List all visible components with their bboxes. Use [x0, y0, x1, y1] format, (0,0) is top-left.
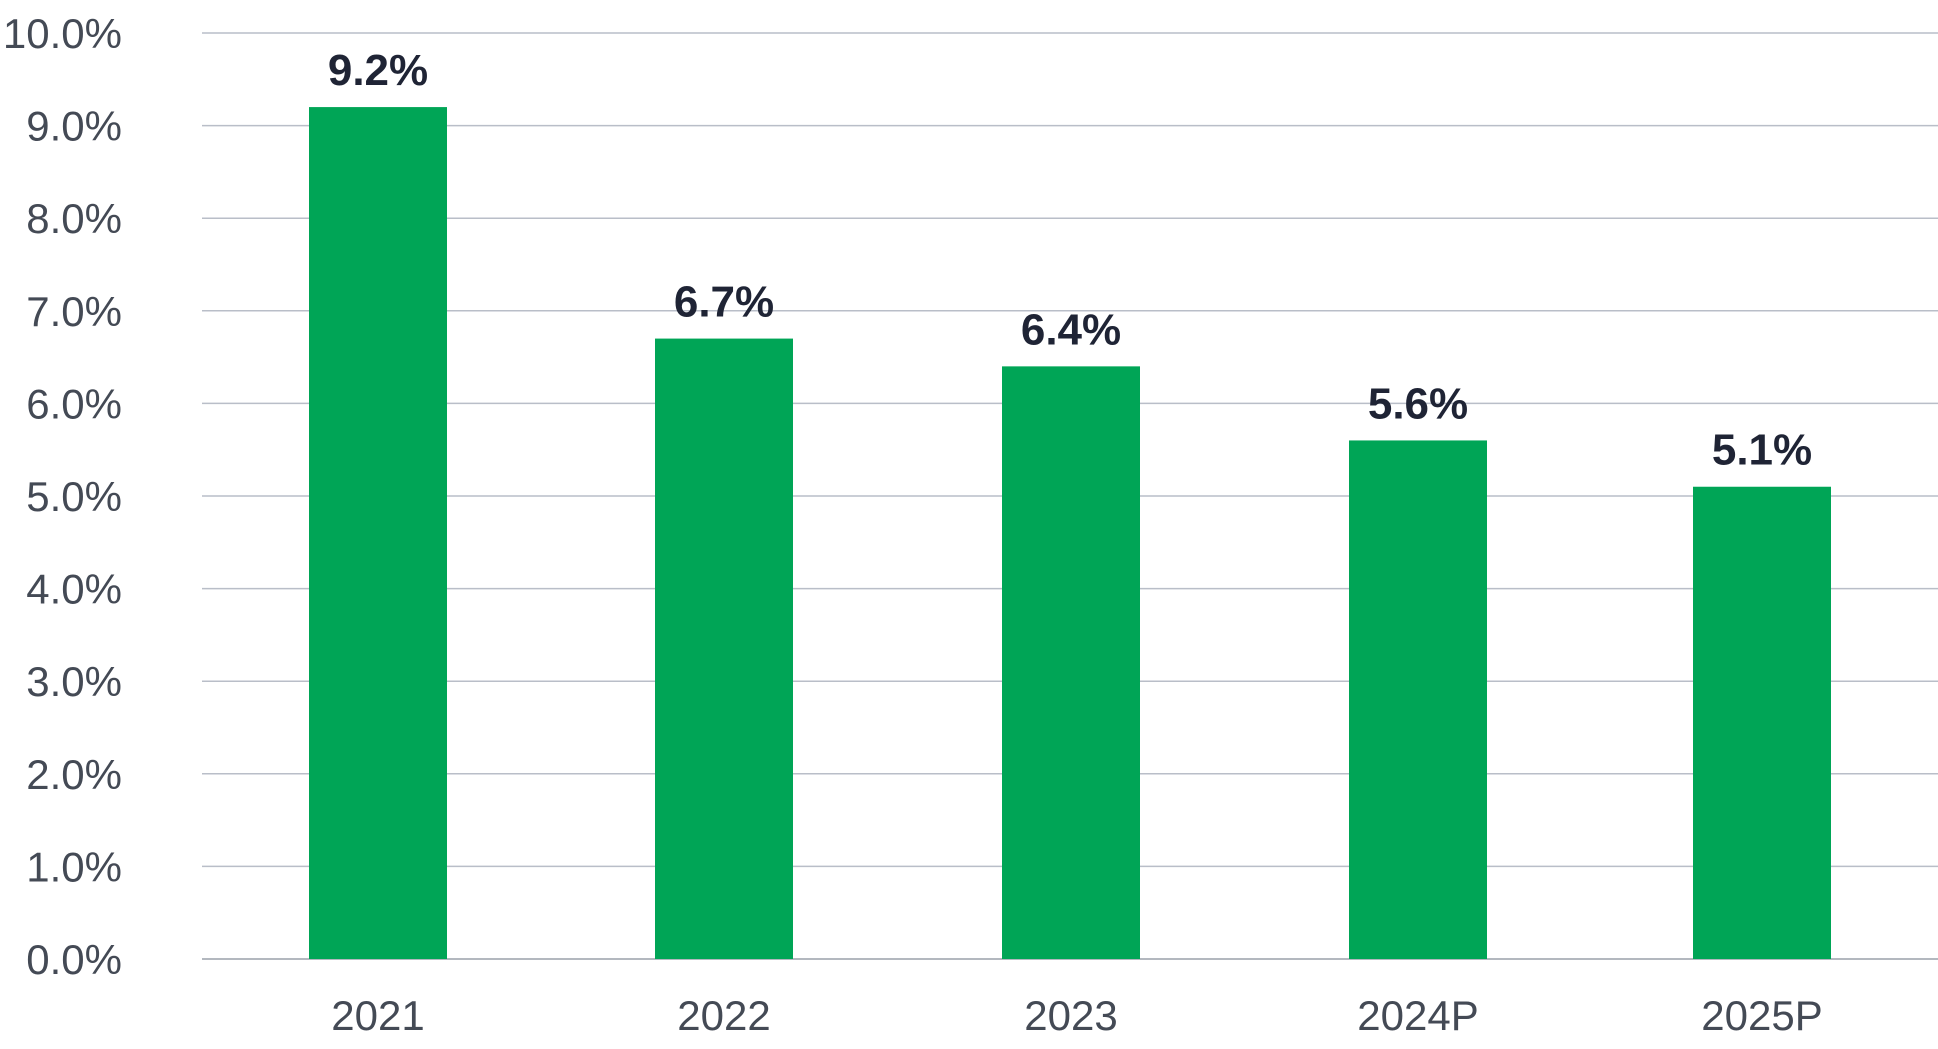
bars — [309, 107, 1831, 960]
bar-2025p — [1693, 486, 1831, 959]
data-labels: 9.2% 6.7% 6.4% 5.6% 5.1% — [328, 46, 1812, 475]
x-axis-tick-labels: 2021 2022 2023 2024P 2025P — [331, 992, 1822, 1039]
x-tick-label-2022: 2022 — [677, 992, 770, 1039]
data-label-2024p: 5.6% — [1368, 379, 1468, 428]
x-tick-label-2023: 2023 — [1024, 992, 1117, 1039]
y-tick-label: 6.0% — [26, 380, 122, 427]
x-tick-label-2025p: 2025P — [1701, 992, 1822, 1039]
y-tick-label: 1.0% — [26, 843, 122, 890]
x-tick-label-2024p: 2024P — [1357, 992, 1478, 1039]
data-label-2023: 6.4% — [1021, 305, 1121, 354]
y-tick-label: 3.0% — [26, 658, 122, 705]
y-tick-label: 7.0% — [26, 288, 122, 335]
bar-2023 — [1002, 366, 1140, 959]
y-tick-label: 9.0% — [26, 103, 122, 150]
data-label-2021: 9.2% — [328, 46, 428, 95]
y-tick-label: 8.0% — [26, 195, 122, 242]
y-tick-label: 4.0% — [26, 566, 122, 613]
y-axis-tick-labels: 0.0% 1.0% 2.0% 3.0% 4.0% 5.0% 6.0% 7.0% 8.0% 9.0%… — [3, 10, 122, 983]
data-label-2022: 6.7% — [674, 278, 774, 327]
y-tick-label: 10.0% — [3, 10, 122, 57]
y-tick-label: 5.0% — [26, 473, 122, 520]
x-tick-label-2021: 2021 — [331, 992, 424, 1039]
bar-2022 — [655, 338, 793, 960]
y-tick-label: 2.0% — [26, 751, 122, 798]
bar-2024p — [1349, 440, 1487, 959]
y-tick-label: 0.0% — [26, 936, 122, 983]
bar-2021 — [309, 107, 447, 959]
data-label-2025p: 5.1% — [1712, 426, 1812, 475]
